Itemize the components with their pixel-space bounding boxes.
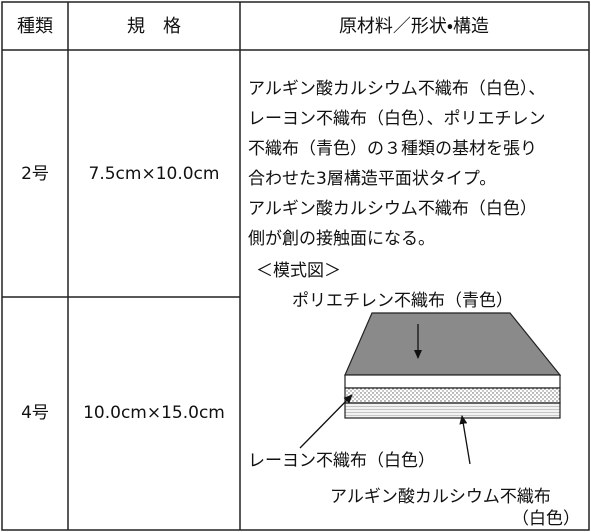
description-line: 側が創の接触面になる。 [248, 229, 435, 249]
size-cell: 10.0cm×15.0cm [83, 403, 225, 423]
header-cell: 原材料／形状・構造 [339, 16, 489, 37]
size-cell: 7.5cm×10.0cm [89, 164, 220, 184]
description-line: 不織布（青色）の３種類の基材を張り [248, 139, 537, 159]
diagram-label: レーヨン不織布（白色） [248, 451, 435, 471]
type-cell: 2号 [21, 164, 49, 184]
description-line: アルギン酸カルシウム不織布（白色）、 [248, 79, 545, 99]
description-line: 合わせた3層構造平面状タイプ。 [248, 169, 496, 189]
header-cell: 規 格 [127, 16, 181, 37]
diagram-title: ＜模式図＞ [256, 261, 341, 281]
type-cell: 4号 [21, 403, 49, 423]
diagram-illustration [299, 312, 562, 465]
diagram-label: ポリエチレン不織布（青色） [292, 291, 513, 311]
diagram-label: （白色） [512, 509, 580, 529]
description-line: レーヨン不織布（白色）、ポリエチレン [248, 109, 546, 129]
description-line: アルギン酸カルシウム不織布（白色） [248, 199, 537, 219]
header-cell: 種類 [17, 16, 53, 37]
diagram-label: アルギン酸カルシウム不織布 [330, 487, 551, 507]
